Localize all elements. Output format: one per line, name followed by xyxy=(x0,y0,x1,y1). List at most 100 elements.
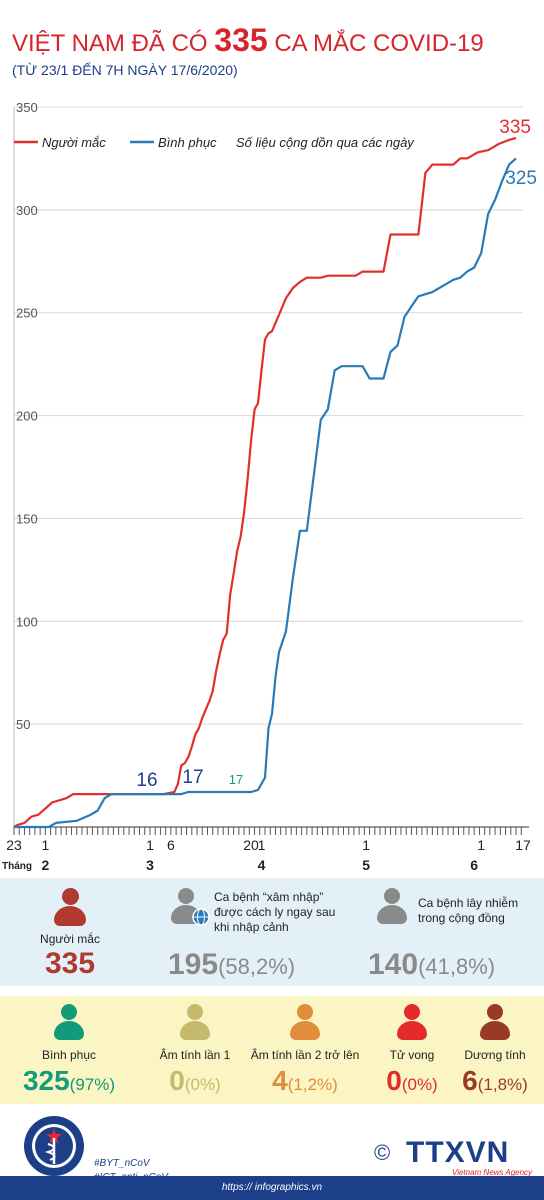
person-recovered-icon xyxy=(51,1002,87,1040)
community-label: Ca bệnh lây nhiễm trong cộng đồng xyxy=(418,896,519,925)
y-tick-label: 100 xyxy=(16,614,38,629)
person-head xyxy=(178,888,194,904)
imported-pct: (58,2%) xyxy=(218,954,296,979)
person-head xyxy=(297,1004,313,1020)
x-day-label: 6 xyxy=(167,837,175,853)
x-day-label: 1 xyxy=(362,837,370,853)
person-body xyxy=(54,1021,84,1040)
community-value: 140 xyxy=(368,948,419,981)
infected-value: 335 xyxy=(44,947,96,980)
infected-end-label: 335 xyxy=(499,117,531,138)
imported-icon-wrap xyxy=(168,886,210,926)
person-head xyxy=(404,1004,420,1020)
status-label: Tử vong xyxy=(389,1048,435,1062)
person-head xyxy=(384,888,400,904)
x-month-label: 6 xyxy=(470,857,478,873)
imported-figure: 195(58,2%) xyxy=(168,948,358,982)
person-head xyxy=(62,888,79,905)
status-value: 0 xyxy=(169,1065,185,1096)
status-value: 4 xyxy=(272,1065,288,1096)
source-url: https:// infographics.vn xyxy=(221,1182,323,1193)
y-tick-label: 200 xyxy=(16,409,38,424)
imported-label: Ca bệnh “xâm nhập” được cách ly ngay sau… xyxy=(214,890,336,934)
x-day-label: 1 xyxy=(258,837,266,853)
infected-stat: Người mắc 335 xyxy=(10,886,130,981)
y-tick-label: 250 xyxy=(16,306,38,321)
person-positive-icon xyxy=(477,1002,513,1040)
person-gray-icon xyxy=(374,886,410,926)
status-value: 325 xyxy=(22,1065,70,1096)
status-pct: (1,2%) xyxy=(287,1075,338,1094)
page-title: VIỆT NAM ĐÃ CÓ 335 CA MẮC COVID-19 xyxy=(12,22,484,59)
person-body xyxy=(54,906,86,926)
status-death: Tử vong 0(0%) xyxy=(372,1002,452,1097)
patient-status-panel: Bình phục 325(97%) Âm tính lần 1 0(0%) Âm tí… xyxy=(0,996,544,1104)
status-recovered: Bình phục 325(97%) xyxy=(10,1002,128,1097)
person-neg1-icon xyxy=(177,1002,213,1040)
x-day-label: 1 xyxy=(477,837,485,853)
x-day-label: 17 xyxy=(515,837,531,853)
y-tick-label: 350 xyxy=(16,100,38,115)
agency-subtitle: Vietnam News Agency xyxy=(452,1168,533,1177)
status-pct: (0%) xyxy=(401,1075,438,1094)
agency-logo: TTXVN xyxy=(406,1136,510,1169)
status-figure: 0(0%) xyxy=(140,1065,250,1097)
annotation-17-teal: 17 xyxy=(229,772,243,787)
infected-label: Người mắc xyxy=(40,932,100,946)
status-neg2: Âm tính lần 2 trở lên 4(1,2%) xyxy=(246,1002,364,1097)
person-body xyxy=(180,1021,210,1040)
person-neg2-icon xyxy=(287,1002,323,1040)
page-subtitle: (TỪ 23/1 ĐẾN 7H NGÀY 17/6/2020) xyxy=(12,62,238,78)
x-month-prefix: Tháng xyxy=(2,861,32,872)
x-day-label: 23 xyxy=(6,837,22,853)
ministry-logo-icon xyxy=(24,1116,84,1176)
infected-line xyxy=(13,136,517,828)
person-body xyxy=(397,1021,427,1040)
y-tick-label: 50 xyxy=(16,717,30,732)
title-prefix: VIỆT NAM ĐÃ CÓ xyxy=(12,30,208,57)
imported-value: 195 xyxy=(168,948,219,981)
footer-bar xyxy=(0,1176,544,1200)
status-value: 6 xyxy=(462,1065,478,1096)
status-neg1: Âm tính lần 1 0(0%) xyxy=(140,1002,250,1097)
person-body xyxy=(377,905,407,924)
status-figure: 325(97%) xyxy=(10,1065,128,1097)
x-month-label: 5 xyxy=(362,857,370,873)
status-figure: 0(0%) xyxy=(372,1065,452,1097)
footer: #BYT_nCoV #ICT_anti_nCoV © TTXVN Vietnam… xyxy=(0,1106,544,1200)
annotation-16: 16 xyxy=(136,770,157,791)
community-pct: (41,8%) xyxy=(418,954,496,979)
status-label: Dương tính xyxy=(464,1048,526,1062)
x-month-label: 3 xyxy=(146,857,154,873)
annotation-17-dark: 17 xyxy=(182,767,203,788)
person-death-icon xyxy=(394,1002,430,1040)
person-body xyxy=(480,1021,510,1040)
status-pct: (97%) xyxy=(69,1075,116,1094)
status-pct: (0%) xyxy=(184,1075,221,1094)
legend-recovered-label: Bình phục xyxy=(158,135,217,150)
y-tick-label: 150 xyxy=(16,511,38,526)
x-month-label: 4 xyxy=(258,857,266,873)
x-day-label: 20 xyxy=(243,837,259,853)
legend-note: Số liệu cộng dồn qua các ngày xyxy=(236,135,415,150)
status-pct: (1,8%) xyxy=(477,1075,528,1094)
person-head xyxy=(487,1004,503,1020)
globe-icon xyxy=(192,908,210,926)
copyright-symbol: © xyxy=(374,1140,391,1165)
person-head xyxy=(61,1004,77,1020)
case-summary-panel: Người mắc 335 Ca bệnh “xâm nhập” được cá… xyxy=(0,878,544,986)
x-month-label: 2 xyxy=(41,857,49,873)
title-suffix: CA MẮC COVID-19 xyxy=(274,30,484,57)
x-day-label: 1 xyxy=(146,837,154,853)
status-value: 0 xyxy=(386,1065,402,1096)
status-positive: Dương tính 6(1,8%) xyxy=(452,1002,538,1097)
recovered-line xyxy=(14,157,517,829)
title-number: 335 xyxy=(214,22,268,58)
legend-infected-label: Người mắc xyxy=(42,135,106,150)
person-head xyxy=(187,1004,203,1020)
community-figure: 140(41,8%) xyxy=(368,948,538,982)
y-tick-label: 300 xyxy=(16,203,38,218)
hashtag-byt: #BYT_nCoV xyxy=(94,1158,150,1169)
status-label: Âm tính lần 1 xyxy=(159,1048,231,1062)
